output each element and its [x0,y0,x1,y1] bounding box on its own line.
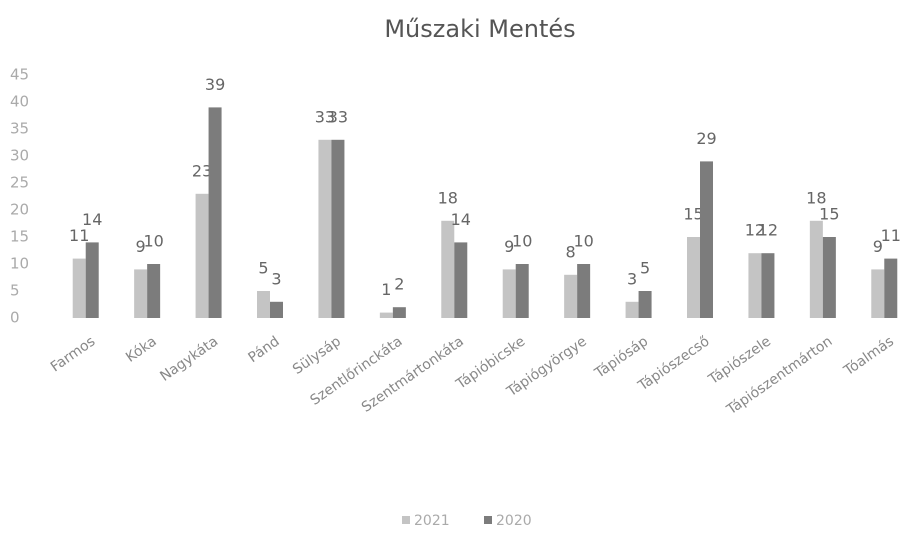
x-tick-label: Tápiószentmárton [723,333,835,418]
bar [454,242,468,318]
y-tick-label: 20 [10,201,29,219]
legend-label: 2021 [414,513,450,529]
bar [761,253,775,318]
bar [392,307,406,318]
data-label: 14 [451,210,471,229]
bar [809,220,823,318]
x-tick-label: Tápiósáp [591,333,651,382]
bar [577,264,591,318]
legend-swatch [484,516,492,524]
bar [85,242,99,318]
bar [147,264,161,318]
data-label: 2 [394,275,404,294]
data-label: 8 [566,242,576,261]
bar [318,139,332,318]
y-tick-label: 10 [10,255,29,273]
data-label: 9 [136,237,146,256]
x-tick-label: Szentmártonkáta [359,333,467,415]
bar [331,139,345,318]
data-label: 9 [873,237,883,256]
y-tick-label: 40 [10,93,29,111]
y-tick-label: 45 [10,66,29,84]
legend-swatch [402,516,410,524]
bar [748,253,762,318]
data-label: 11 [881,226,901,245]
bar [72,258,86,318]
bar [700,161,713,318]
bar [208,107,222,319]
data-label: 14 [82,210,102,229]
data-label: 15 [819,205,839,224]
data-label: 1 [381,280,391,299]
legend-label: 2020 [496,513,532,529]
bar [502,269,516,318]
x-tick-label: Pánd [245,333,282,366]
bar [638,291,652,318]
data-label: 39 [205,75,225,94]
x-tick-label: Sülysáp [290,333,344,378]
bar [441,220,455,318]
data-label: 29 [696,129,716,148]
y-tick-label: 5 [10,282,20,300]
bar [625,301,639,318]
data-label: 3 [271,269,281,288]
bar [822,237,836,318]
bar [379,312,393,318]
data-label: 12 [758,221,778,240]
data-label: 12 [745,221,765,240]
y-tick-label: 25 [10,174,29,192]
x-tick-label: Tóalmás [840,333,896,379]
data-label: 11 [69,226,89,245]
chart-title: Műszaki Mentés [384,15,575,43]
y-tick-label: 30 [10,147,29,165]
bar [515,264,529,318]
data-label: 33 [315,107,335,126]
x-tick-label: Kóka [123,333,160,365]
data-label: 33 [328,107,348,126]
bar [871,269,885,318]
data-label: 9 [504,237,514,256]
bar [257,291,270,318]
x-tick-label: Nagykáta [157,333,221,384]
y-tick-label: 0 [10,309,20,327]
data-label: 15 [683,205,703,224]
bar [687,237,700,318]
x-tick-label: Farmos [48,333,98,375]
data-label: 23 [192,161,212,180]
bar [195,193,209,318]
bar [564,274,578,318]
bar [134,269,148,318]
data-label: 10 [512,232,532,251]
data-label: 3 [627,269,637,288]
data-label: 18 [806,188,826,207]
bar [884,258,898,318]
data-label: 10 [143,232,163,251]
data-label: 18 [438,188,458,207]
bar [270,301,283,318]
y-tick-label: 15 [10,228,29,246]
data-label: 5 [258,259,268,278]
y-tick-label: 35 [10,120,29,138]
data-label: 10 [573,232,593,251]
data-label: 5 [640,259,650,278]
